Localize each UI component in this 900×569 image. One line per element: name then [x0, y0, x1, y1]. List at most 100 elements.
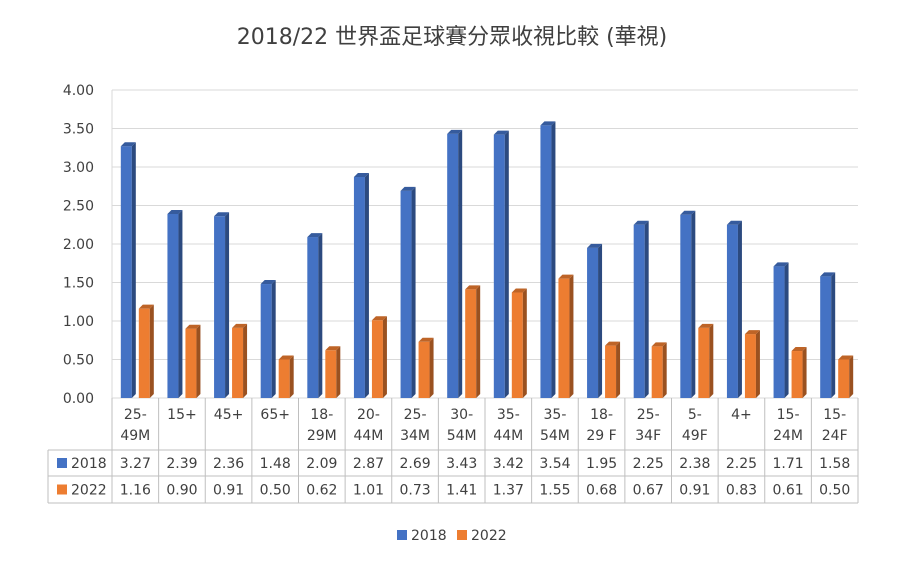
category-label: 35-: [497, 407, 520, 423]
series-name-2018: 2018: [71, 456, 107, 472]
data-label: 3.43: [446, 456, 477, 472]
category-label: 30-: [450, 407, 473, 423]
legend-label-2022: 2022: [471, 528, 507, 544]
bar-front: [400, 190, 412, 398]
bar-2018: [260, 280, 276, 398]
bar-top: [698, 323, 714, 328]
bar-top: [232, 323, 248, 328]
bar-top: [773, 262, 789, 267]
bar-top: [493, 130, 509, 135]
bar-2022: [465, 285, 481, 398]
bar-side: [196, 324, 201, 398]
category-label: 15-: [823, 407, 846, 423]
legend: 2018 2022: [397, 528, 507, 544]
bar-2018: [214, 212, 230, 398]
bar-side: [802, 347, 807, 398]
bar-front: [726, 224, 738, 398]
category-label: 65+: [260, 407, 290, 423]
bar-top: [820, 272, 836, 277]
bar-2022: [418, 337, 434, 398]
bar-top: [447, 129, 463, 134]
bar-2018: [493, 130, 509, 398]
data-label: 0.61: [772, 483, 803, 499]
bar-front: [353, 177, 365, 398]
category-label: 18-: [310, 407, 333, 423]
data-label: 1.01: [353, 483, 384, 499]
category-label: 29M: [307, 428, 337, 444]
category-label: 5-: [688, 407, 702, 423]
bar-front: [371, 320, 383, 398]
category-label: 35-: [544, 407, 567, 423]
bar-side: [755, 330, 760, 398]
bar-top: [633, 220, 649, 225]
data-label: 0.73: [399, 483, 430, 499]
category-label: 24M: [773, 428, 803, 444]
legend-label-2018: 2018: [411, 528, 447, 544]
bar-side: [131, 142, 136, 398]
category-label: 44M: [353, 428, 383, 444]
bar-2022: [744, 330, 760, 398]
data-label: 1.71: [772, 456, 803, 472]
bar-side: [458, 129, 463, 398]
data-label: 1.48: [260, 456, 291, 472]
bar-top: [400, 186, 416, 191]
category-label: 25-: [404, 407, 427, 423]
data-label: 0.83: [726, 483, 757, 499]
data-label: 2.09: [306, 456, 337, 472]
data-label: 0.62: [306, 483, 337, 499]
bar-side: [364, 173, 369, 398]
data-label: 1.58: [819, 456, 850, 472]
bar-side: [737, 220, 742, 398]
data-table: 25- 49M 15+ 45+ 65+ 18- 29M 20- 44M 25- 34M 30- 54M 3…: [47, 398, 859, 504]
bar-2018: [400, 186, 416, 398]
bar-front: [680, 214, 692, 398]
bar-top: [120, 142, 136, 147]
bar-top: [325, 346, 341, 351]
series-key-2018: [57, 458, 67, 468]
bar-top: [587, 243, 603, 248]
bar-side: [318, 233, 323, 398]
category-label: 25-: [637, 407, 660, 423]
category-label: 49M: [120, 428, 150, 444]
data-label: 0.50: [260, 483, 291, 499]
bar-side: [551, 121, 556, 399]
bar-2022: [232, 323, 248, 398]
data-label: 2.25: [726, 456, 757, 472]
bar-2018: [726, 220, 742, 398]
category-label: 34F: [635, 428, 661, 444]
bar-2022: [278, 355, 294, 398]
bar-side: [382, 316, 387, 398]
bar-front: [605, 345, 617, 398]
data-label: 3.54: [539, 456, 570, 472]
bar-2022: [838, 355, 854, 398]
bar-side: [429, 337, 434, 398]
y-tick-label: 2.00: [63, 237, 94, 253]
bar-front: [418, 341, 430, 398]
bar-2022: [325, 346, 341, 398]
bar-side: [598, 243, 603, 398]
bar-front: [493, 134, 505, 398]
bar-top: [214, 212, 230, 217]
bar-top: [791, 347, 807, 352]
category-label: 20-: [357, 407, 380, 423]
legend-swatch-2022: [457, 530, 467, 540]
bar-top: [138, 304, 154, 309]
category-label: 45+: [214, 407, 244, 423]
bar-side: [504, 130, 509, 398]
bar-side: [709, 323, 714, 398]
bar-top: [511, 288, 527, 293]
bar-front: [307, 237, 319, 398]
bar-side: [616, 341, 621, 398]
bars: [120, 121, 854, 399]
bar-side: [178, 209, 183, 398]
bar-front: [558, 278, 570, 398]
data-label: 0.90: [166, 483, 197, 499]
series-name-2022: 2022: [71, 483, 107, 499]
bar-top: [465, 285, 481, 290]
category-label: 49F: [682, 428, 708, 444]
data-label: 2.38: [679, 456, 710, 472]
bar-front: [540, 125, 552, 399]
bar-side: [476, 285, 481, 398]
bar-2018: [773, 262, 789, 398]
